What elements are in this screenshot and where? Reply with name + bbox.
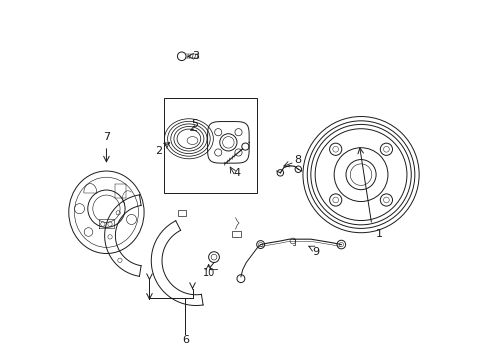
Text: 7: 7	[102, 132, 110, 142]
Text: 3: 3	[192, 51, 199, 61]
Bar	[178, 211, 185, 216]
Text: 8: 8	[294, 155, 301, 165]
Text: 1: 1	[375, 229, 382, 239]
Text: 4: 4	[233, 168, 241, 178]
Bar	[115, 184, 126, 198]
Text: 2: 2	[155, 146, 162, 156]
Bar	[231, 231, 240, 237]
Text: 6: 6	[182, 334, 188, 345]
Bar	[163, 98, 257, 193]
Text: 9: 9	[312, 247, 319, 257]
Text: 10: 10	[202, 268, 214, 278]
Text: 5: 5	[190, 120, 197, 129]
